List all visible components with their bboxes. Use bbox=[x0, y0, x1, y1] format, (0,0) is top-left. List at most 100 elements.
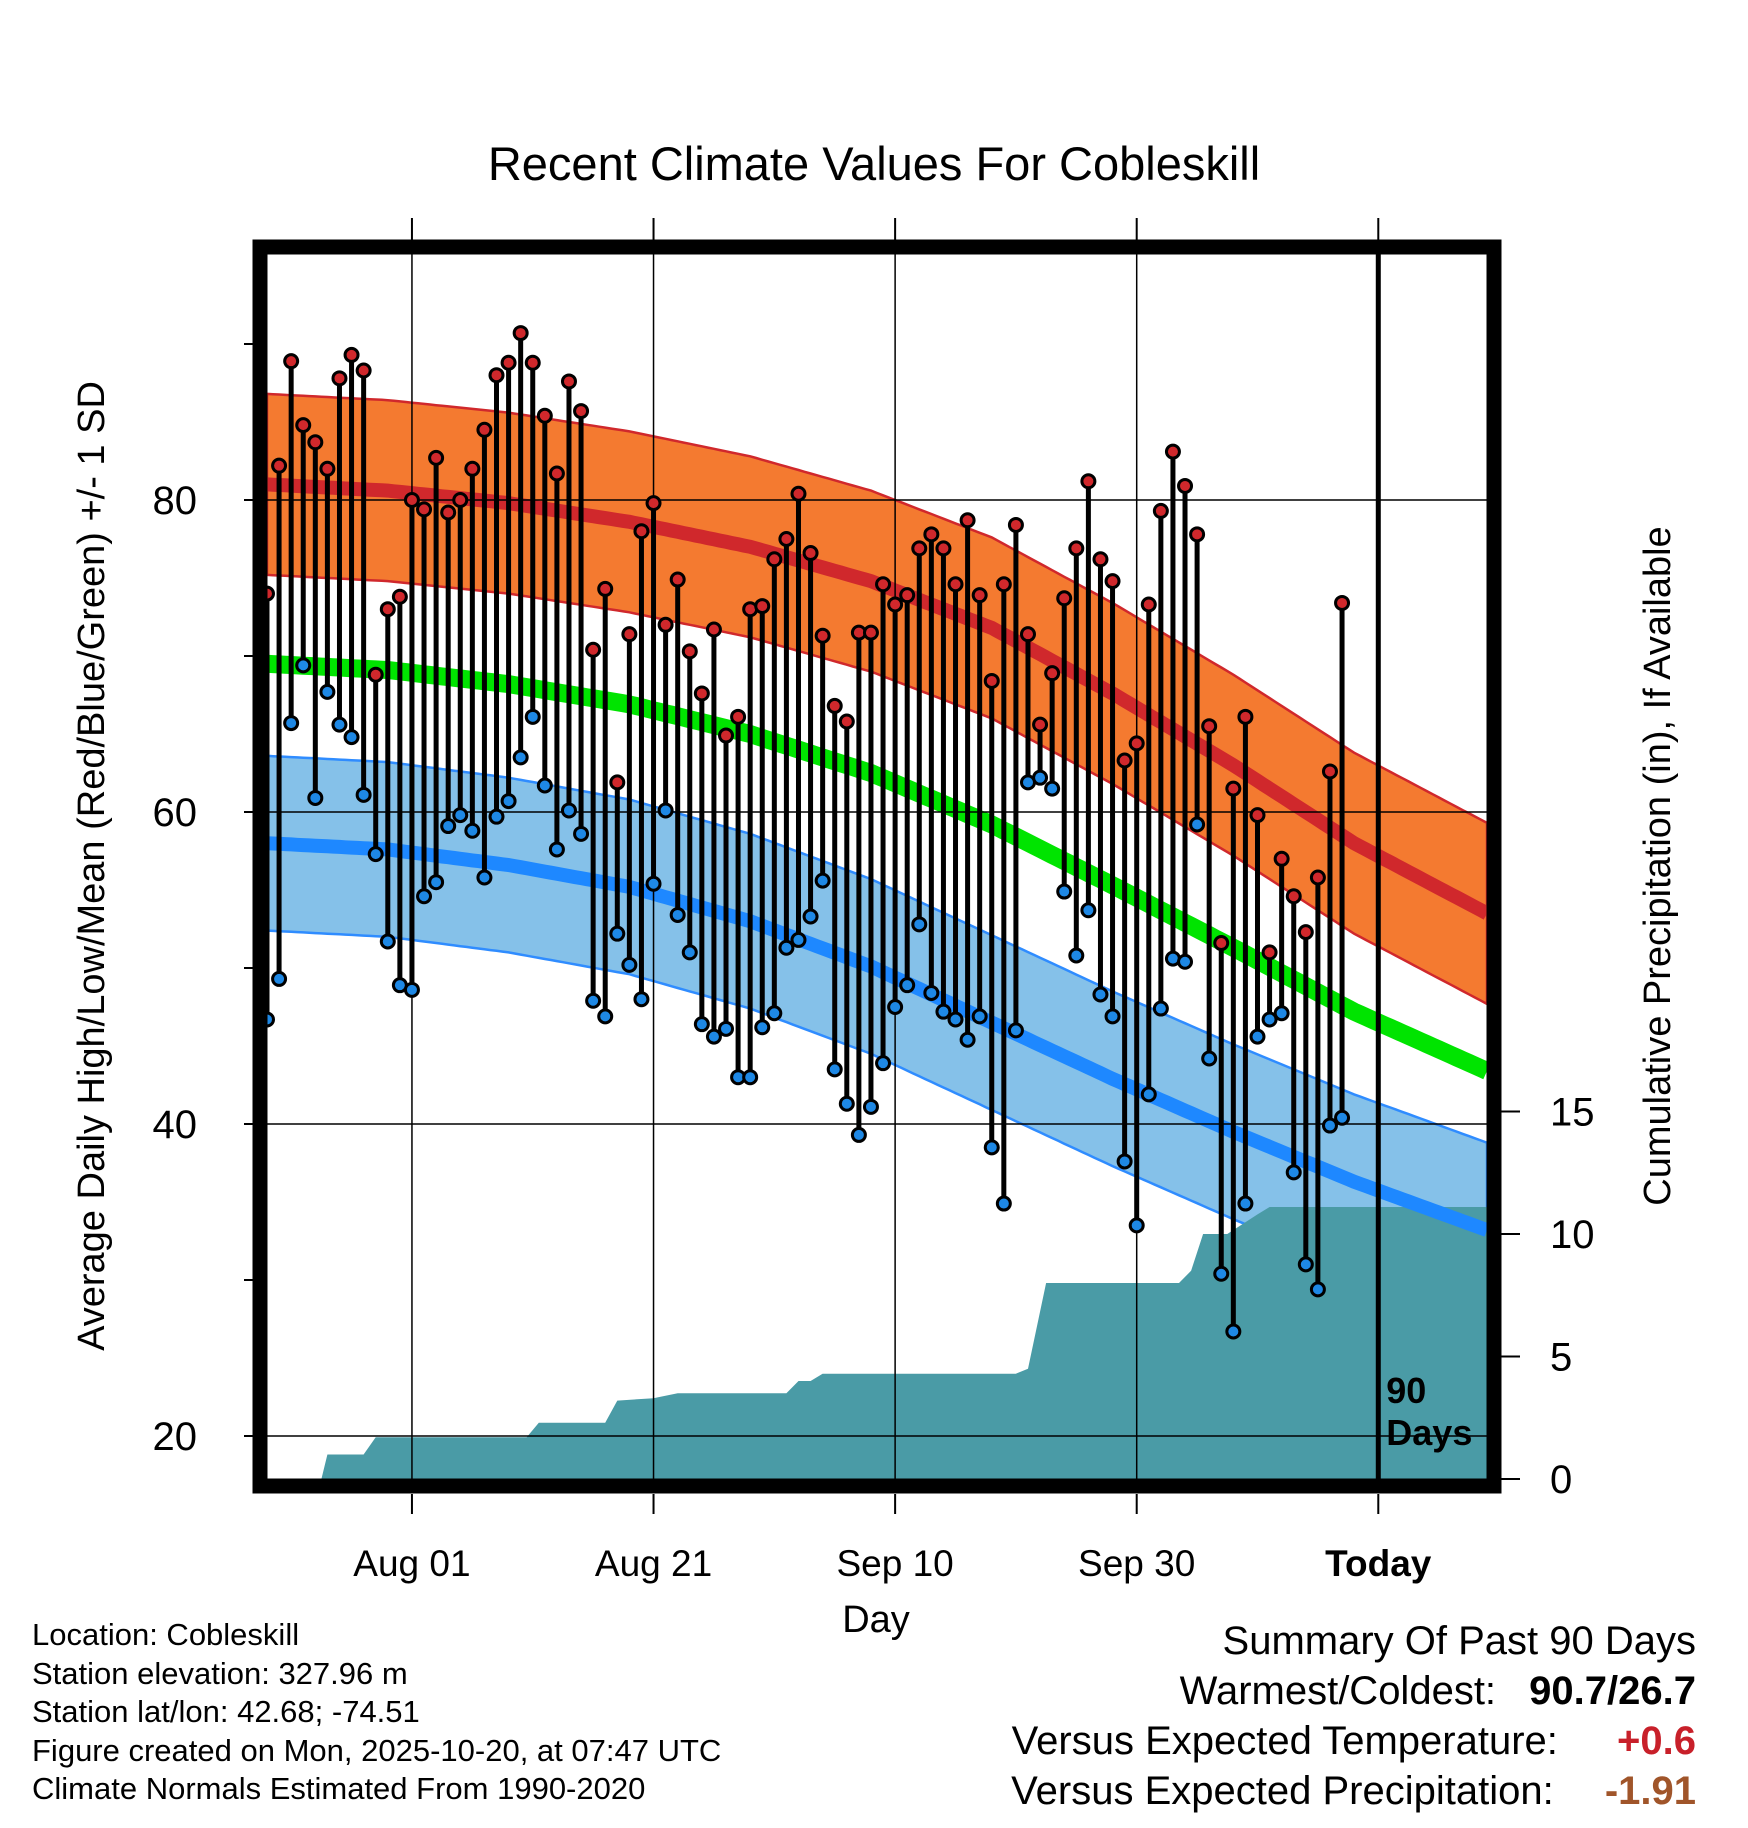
info-elevation: Station elevation: 327.96 m bbox=[32, 1655, 408, 1691]
daily-high-point bbox=[343, 346, 360, 363]
daily-low-point bbox=[1128, 1217, 1145, 1234]
daily-low-point bbox=[1273, 1005, 1290, 1022]
temperature-label: Versus Expected Temperature: bbox=[1011, 1719, 1558, 1763]
daily-high-point bbox=[862, 624, 879, 641]
y-tick-label: 60 bbox=[153, 791, 198, 835]
daily-high-point bbox=[1140, 596, 1157, 613]
daily-high-point bbox=[1104, 573, 1121, 590]
daily-high-point bbox=[1128, 735, 1145, 752]
daily-high-point bbox=[355, 362, 372, 379]
daily-low-point bbox=[1201, 1050, 1218, 1067]
daily-low-point bbox=[862, 1098, 879, 1115]
low-normal-line bbox=[267, 836, 1487, 1237]
daily-low-point bbox=[343, 729, 360, 746]
daily-high-point bbox=[621, 626, 638, 643]
y-tick-label: 20 bbox=[153, 1415, 198, 1459]
daily-high-point bbox=[609, 774, 626, 791]
daily-high-point bbox=[1068, 540, 1085, 557]
daily-low-point bbox=[742, 1069, 759, 1086]
daily-low-point bbox=[705, 1028, 722, 1045]
daily-low-point bbox=[512, 749, 529, 766]
daily-low-point bbox=[899, 977, 916, 994]
daily-low-point bbox=[911, 916, 928, 933]
daily-high-point bbox=[271, 457, 288, 474]
daily-high-point bbox=[500, 354, 517, 371]
daily-high-point bbox=[452, 492, 469, 508]
daily-high-point bbox=[1177, 477, 1194, 494]
y2-axis-label: Cumulative Precipitation (in), If Availa… bbox=[1637, 526, 1679, 1205]
daily-high-point bbox=[1213, 935, 1230, 952]
daily-low-point bbox=[416, 888, 433, 905]
daily-high-point bbox=[585, 641, 602, 658]
daily-low-point bbox=[524, 708, 541, 725]
precipitation-label: Versus Expected Precipitation: bbox=[1011, 1769, 1554, 1813]
daily-high-point bbox=[1249, 807, 1266, 824]
daily-high-point bbox=[464, 460, 481, 477]
plot-frame bbox=[252, 239, 1502, 1494]
y2-tick-label: 10 bbox=[1550, 1213, 1595, 1257]
daily-high-point bbox=[391, 588, 408, 605]
daily-low-point bbox=[331, 716, 348, 733]
station-info: Location: Cobleskill Station elevation: … bbox=[32, 1616, 721, 1809]
daily-low-point bbox=[1309, 1281, 1326, 1298]
daily-high-point bbox=[802, 545, 819, 562]
daily-high-point bbox=[319, 460, 336, 477]
daily-low-point bbox=[1213, 1265, 1230, 1282]
daily-high-point bbox=[995, 576, 1012, 593]
x-tick-label: Aug 21 bbox=[595, 1543, 712, 1584]
daily-high-point bbox=[283, 353, 300, 370]
daily-high-point bbox=[645, 495, 662, 512]
daily-low-point bbox=[403, 981, 420, 998]
daily-high-point bbox=[693, 685, 710, 702]
daily-high-point bbox=[1044, 665, 1061, 682]
temperature-value: +0.6 bbox=[1617, 1719, 1696, 1763]
info-normals: Climate Normals Estimated From 1990-2020 bbox=[32, 1771, 646, 1806]
daily-low-point bbox=[718, 1020, 735, 1037]
daily-low-point bbox=[1189, 816, 1206, 833]
daily-high-point bbox=[428, 449, 445, 466]
daily-low-point bbox=[669, 906, 686, 923]
daily-low-point bbox=[814, 872, 831, 889]
daily-low-point bbox=[440, 818, 457, 835]
daily-low-point bbox=[1116, 1153, 1133, 1170]
daily-low-point bbox=[283, 715, 300, 732]
summary-warmest-coldest: Warmest/Coldest: 90.7/26.7 bbox=[1011, 1666, 1696, 1716]
daily-low-point bbox=[609, 925, 626, 942]
daily-high-point bbox=[536, 407, 553, 424]
daily-high-point bbox=[560, 373, 577, 390]
daily-low-point bbox=[560, 802, 577, 819]
daily-high-point bbox=[548, 465, 565, 482]
daily-high-point bbox=[947, 576, 964, 593]
daily-low-point bbox=[681, 944, 698, 961]
summary-heading: Summary Of Past 90 Days bbox=[1222, 1619, 1696, 1663]
daily-high-point bbox=[1189, 526, 1206, 543]
daily-low-point bbox=[790, 931, 807, 948]
daily-high-point bbox=[705, 621, 722, 638]
daily-low-point bbox=[367, 846, 384, 863]
daily-high-point bbox=[887, 596, 904, 613]
warmest-coldest-value: 90.7/26.7 bbox=[1529, 1669, 1696, 1713]
daily-low-point bbox=[1044, 780, 1061, 797]
daily-high-point bbox=[875, 576, 892, 593]
daily-low-point bbox=[476, 869, 493, 886]
daily-high-point bbox=[935, 540, 952, 557]
daily-high-point bbox=[1032, 716, 1049, 733]
x-tick-label: Today bbox=[1325, 1543, 1432, 1584]
daily-high-point bbox=[1116, 752, 1133, 769]
daily-low-point bbox=[573, 825, 590, 842]
daily-high-point bbox=[1334, 594, 1351, 611]
daily-high-point bbox=[971, 587, 988, 604]
daily-high-point bbox=[1007, 516, 1024, 533]
x-axis-label: Day bbox=[842, 1599, 910, 1641]
warmest-coldest-label: Warmest/Coldest: bbox=[1179, 1669, 1497, 1713]
daily-low-point bbox=[1177, 953, 1194, 970]
daily-low-point bbox=[838, 1095, 855, 1112]
summary-panel: Summary Of Past 90 Days Warmest/Coldest:… bbox=[1011, 1616, 1696, 1816]
info-location: Location: Cobleskill bbox=[32, 1617, 300, 1652]
daily-low-point bbox=[1056, 883, 1073, 900]
y-axis-label: Average Daily High/Low/Mean (Red/Blue/Gr… bbox=[71, 381, 113, 1351]
daily-high-point bbox=[633, 523, 650, 540]
precipitation-value: -1.91 bbox=[1604, 1769, 1696, 1813]
daily-high-point bbox=[476, 421, 493, 438]
